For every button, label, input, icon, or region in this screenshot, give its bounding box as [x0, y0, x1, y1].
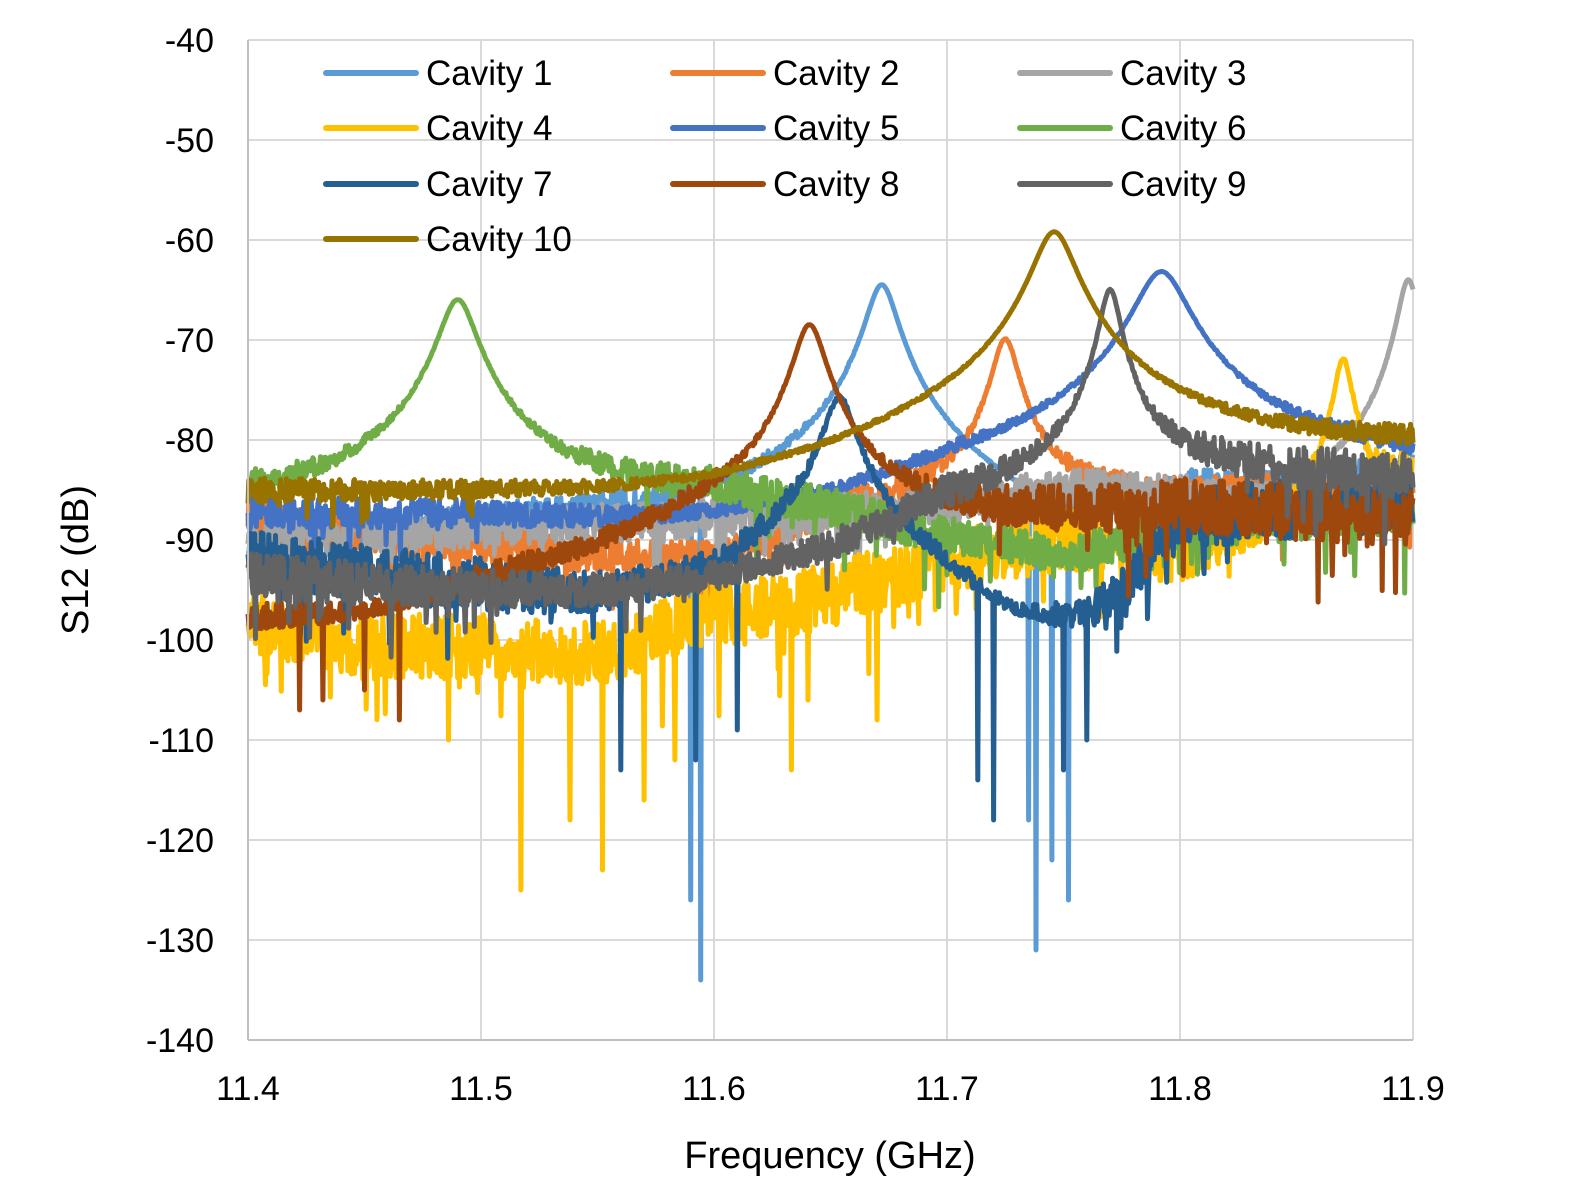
- y-tick-label: -110: [148, 722, 214, 760]
- legend-item: Cavity 7: [323, 165, 552, 204]
- x-tick-label: 11.9: [1381, 1070, 1445, 1108]
- x-axis-title: Frequency (GHz): [684, 1135, 975, 1177]
- x-tick-label: 11.4: [216, 1070, 280, 1108]
- y-tick-label: -80: [165, 422, 214, 460]
- x-tick-labels: 11.4 11.5 11.6 11.7 11.8 11.9: [216, 1070, 1445, 1108]
- x-tick-label: 11.5: [449, 1070, 513, 1108]
- y-tick-label: -120: [146, 822, 214, 860]
- y-tick-labels: -40 -50 -60 -70 -80 -90 -100 -110 -120 -130 -140: [146, 22, 214, 1060]
- series-cavity-9: [245, 286, 1416, 660]
- series-line: [245, 268, 1416, 562]
- y-tick-label: -70: [165, 322, 214, 360]
- legend: Cavity 1 Cavity 2 Cavity 3 Cavity 4 Cavity 5…: [323, 54, 1246, 259]
- series-cavity-10: [245, 229, 1416, 529]
- y-tick-label: -140: [146, 1022, 214, 1060]
- y-tick-label: -60: [165, 222, 214, 260]
- y-axis-title: S12 (dB): [55, 485, 97, 635]
- x-tick-label: 11.7: [915, 1070, 979, 1108]
- series-line: [245, 229, 1416, 529]
- axes: [247, 40, 1413, 1041]
- legend-label: Cavity 8: [773, 165, 899, 204]
- legend-item: Cavity 6: [1017, 109, 1246, 148]
- legend-label: Cavity 4: [426, 109, 552, 148]
- legend-item: Cavity 9: [1017, 165, 1246, 204]
- legend-item: Cavity 2: [670, 54, 899, 93]
- legend-label: Cavity 10: [426, 220, 572, 259]
- series-line: [245, 286, 1416, 660]
- legend-item: Cavity 8: [670, 165, 899, 204]
- y-tick-label: -100: [146, 622, 214, 660]
- y-tick-label: -50: [165, 122, 214, 160]
- legend-item: Cavity 3: [1017, 54, 1246, 93]
- legend-label: Cavity 9: [1120, 165, 1246, 204]
- legend-item: Cavity 10: [323, 220, 572, 259]
- y-tick-label: -130: [146, 922, 214, 960]
- legend-label: Cavity 1: [426, 54, 552, 93]
- legend-item: Cavity 1: [323, 54, 552, 93]
- x-tick-label: 11.8: [1148, 1070, 1212, 1108]
- legend-label: Cavity 3: [1120, 54, 1246, 93]
- y-tick-label: -40: [165, 22, 214, 60]
- legend-item: Cavity 4: [323, 109, 552, 148]
- x-tick-label: 11.6: [682, 1070, 746, 1108]
- series-cavity-5: [245, 268, 1416, 562]
- legend-label: Cavity 2: [773, 54, 899, 93]
- legend-label: Cavity 5: [773, 109, 899, 148]
- legend-label: Cavity 6: [1120, 109, 1246, 148]
- series-layer: [245, 229, 1416, 983]
- legend-label: Cavity 7: [426, 165, 552, 204]
- legend-item: Cavity 5: [670, 109, 899, 148]
- y-tick-label: -90: [165, 522, 214, 560]
